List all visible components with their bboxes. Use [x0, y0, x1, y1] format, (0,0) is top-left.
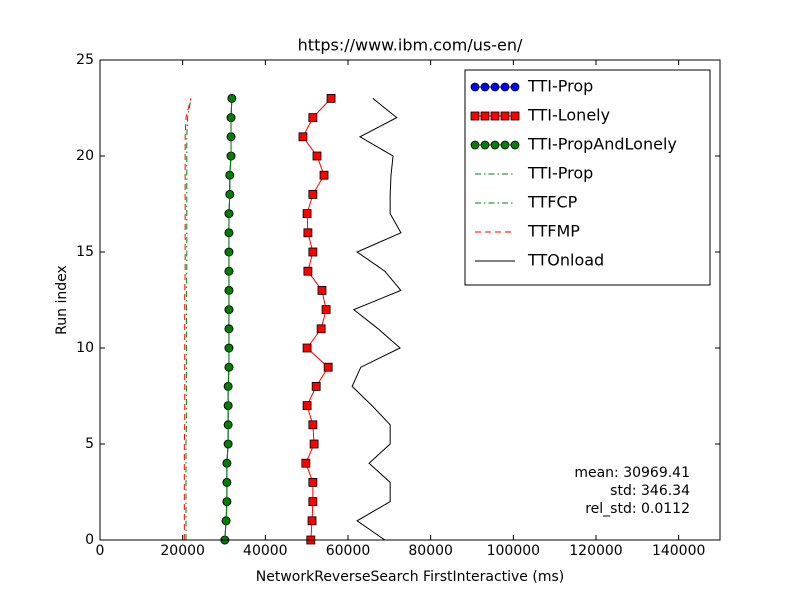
y-tick-label: 5	[85, 436, 94, 452]
marker	[510, 140, 520, 150]
marker	[480, 82, 490, 92]
marker	[302, 209, 312, 219]
legend-box	[464, 69, 711, 286]
legend-label: TTOnload	[527, 251, 604, 270]
y-tick-label: 20	[76, 148, 94, 164]
y-tick-label: 25	[76, 52, 94, 68]
marker	[500, 140, 510, 150]
marker	[470, 82, 480, 92]
marker	[490, 140, 500, 150]
marker	[500, 82, 510, 92]
y-axis-label: Run index	[54, 265, 70, 335]
marker	[490, 82, 500, 92]
marker	[312, 151, 322, 161]
legend-label: TTFCP	[527, 193, 578, 212]
series-line	[351, 98, 402, 541]
marker	[480, 111, 490, 121]
marker	[311, 381, 321, 391]
marker	[308, 247, 318, 257]
marker	[326, 94, 336, 103]
marker	[500, 111, 510, 121]
marker	[308, 113, 318, 122]
marker	[308, 497, 318, 507]
plot-area	[183, 94, 402, 545]
legend: TTI-Prop TTI-Lonely TTI-PropAndLonely TTI-P…	[464, 69, 711, 286]
marker	[224, 324, 234, 334]
marker	[510, 82, 520, 92]
marker	[317, 285, 327, 295]
marker	[303, 228, 313, 238]
x-tick-label: 60000	[326, 543, 371, 559]
marker	[321, 305, 331, 315]
marker	[470, 111, 480, 121]
legend-label: TTI-PropAndLonely	[527, 135, 677, 154]
x-axis-label: NetworkReverseSearch FirstInteractive (m…	[256, 569, 564, 585]
x-tick-label: 40000	[243, 543, 288, 559]
series-line	[185, 98, 192, 540]
marker	[308, 477, 318, 487]
series	[298, 94, 336, 545]
y-tick-label: 10	[76, 340, 94, 356]
marker	[510, 111, 520, 121]
marker	[480, 140, 490, 150]
legend-label: TTI-Prop	[527, 164, 593, 183]
marker	[319, 170, 329, 180]
marker	[302, 401, 312, 411]
marker	[316, 324, 326, 334]
marker	[308, 420, 318, 430]
series	[224, 98, 233, 541]
marker	[308, 189, 318, 199]
marker	[301, 458, 311, 468]
series-line	[224, 98, 233, 541]
y-tick-label: 0	[85, 532, 94, 548]
marker	[298, 132, 308, 142]
x-tick-label: 140000	[652, 543, 705, 559]
axes-frame	[99, 59, 721, 541]
marker	[309, 439, 319, 449]
marker	[470, 140, 480, 150]
marker	[323, 362, 333, 372]
x-tick-label: 120000	[569, 543, 622, 559]
marker	[303, 266, 313, 276]
stat-annotation: rel_std: 0.0112	[585, 501, 690, 517]
series	[183, 98, 192, 540]
x-tick-label: 0	[96, 543, 105, 559]
legend-label: TTI-Lonely	[527, 106, 610, 125]
x-tick-label: 20000	[160, 543, 205, 559]
legend-label: TTI-Prop	[527, 77, 593, 96]
series	[351, 98, 402, 541]
marker	[307, 516, 317, 526]
x-tick-label: 80000	[408, 543, 453, 559]
stat-annotation: std: 346.34	[610, 483, 690, 499]
x-tick-label: 100000	[487, 543, 540, 559]
legend-label: TTFMP	[527, 222, 580, 241]
series	[185, 98, 192, 540]
y-tick-label: 15	[76, 244, 94, 260]
marker	[302, 343, 312, 353]
chart-title: https://www.ibm.com/us-en/	[298, 36, 523, 55]
series-line	[183, 98, 192, 540]
marker	[490, 111, 500, 121]
stat-annotation: mean: 30969.41	[574, 465, 690, 481]
